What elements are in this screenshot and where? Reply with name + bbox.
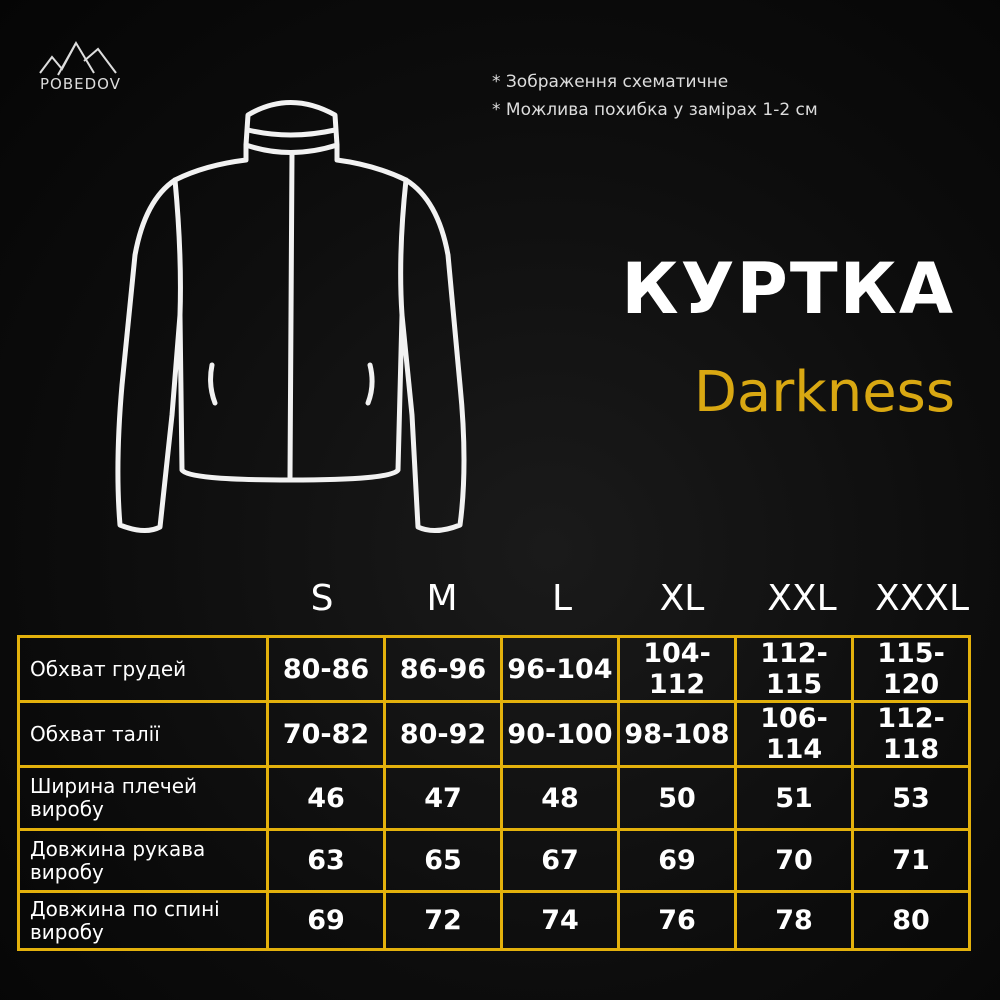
- row-label: Ширина плечей виробу: [17, 765, 269, 831]
- product-subtitle: Darkness: [693, 360, 955, 425]
- row-label: Обхват талії: [17, 700, 269, 768]
- table-cell: 46: [266, 765, 386, 831]
- table-cell: 51: [734, 765, 854, 831]
- table-row: Ширина плечей виробу 46 47 48 50 51 53: [17, 765, 971, 831]
- table-cell: 80-86: [266, 635, 386, 703]
- table-cell: 70-82: [266, 700, 386, 768]
- size-header-s: S: [310, 578, 334, 619]
- table-cell: 48: [500, 765, 620, 831]
- row-label: Обхват грудей: [17, 635, 269, 703]
- size-header-m: M: [426, 578, 458, 619]
- table-cell: 90-100: [500, 700, 620, 768]
- row-label: Довжина рукава виробу: [17, 828, 269, 893]
- table-cell: 104-112: [617, 635, 737, 703]
- table-cell: 74: [500, 890, 620, 951]
- table-cell: 71: [851, 828, 971, 893]
- note-measurement-error: * Можлива похибка у замірах 1-2 см: [492, 100, 818, 120]
- table-cell: 115-120: [851, 635, 971, 703]
- size-header-xl: XL: [659, 578, 705, 619]
- size-table: Обхват грудей 80-86 86-96 96-104 104-112 112-…: [17, 635, 971, 951]
- table-row: Обхват грудей 80-86 86-96 96-104 104-112 112-…: [17, 635, 971, 703]
- table-cell: 112-118: [851, 700, 971, 768]
- table-cell: 50: [617, 765, 737, 831]
- row-label: Довжина по спині виробу: [17, 890, 269, 951]
- table-cell: 80: [851, 890, 971, 951]
- table-cell: 47: [383, 765, 503, 831]
- brand-logo-text: POBEDOV: [40, 75, 121, 93]
- table-cell: 67: [500, 828, 620, 893]
- note-schematic: * Зображення схематичне: [492, 72, 729, 92]
- table-cell: 69: [617, 828, 737, 893]
- table-cell: 96-104: [500, 635, 620, 703]
- table-row: Довжина рукава виробу 63 65 67 69 70 71: [17, 828, 971, 893]
- jacket-outline-icon: [115, 100, 467, 533]
- table-row: Обхват талії 70-82 80-92 90-100 98-108 106-11…: [17, 700, 971, 768]
- product-title: КУРТКА: [621, 248, 955, 330]
- table-row: Довжина по спині виробу 69 72 74 76 78 80: [17, 890, 971, 951]
- mountain-logo-icon: [39, 40, 117, 76]
- table-cell: 86-96: [383, 635, 503, 703]
- table-cell: 53: [851, 765, 971, 831]
- table-cell: 78: [734, 890, 854, 951]
- table-cell: 98-108: [617, 700, 737, 768]
- table-cell: 69: [266, 890, 386, 951]
- size-header-xxl: XXL: [767, 578, 837, 619]
- table-cell: 112-115: [734, 635, 854, 703]
- size-header-l: L: [551, 578, 573, 619]
- size-header-xxxl: XXXL: [874, 578, 970, 619]
- table-cell: 70: [734, 828, 854, 893]
- table-cell: 63: [266, 828, 386, 893]
- table-cell: 65: [383, 828, 503, 893]
- table-cell: 76: [617, 890, 737, 951]
- table-cell: 106-114: [734, 700, 854, 768]
- table-cell: 72: [383, 890, 503, 951]
- table-cell: 80-92: [383, 700, 503, 768]
